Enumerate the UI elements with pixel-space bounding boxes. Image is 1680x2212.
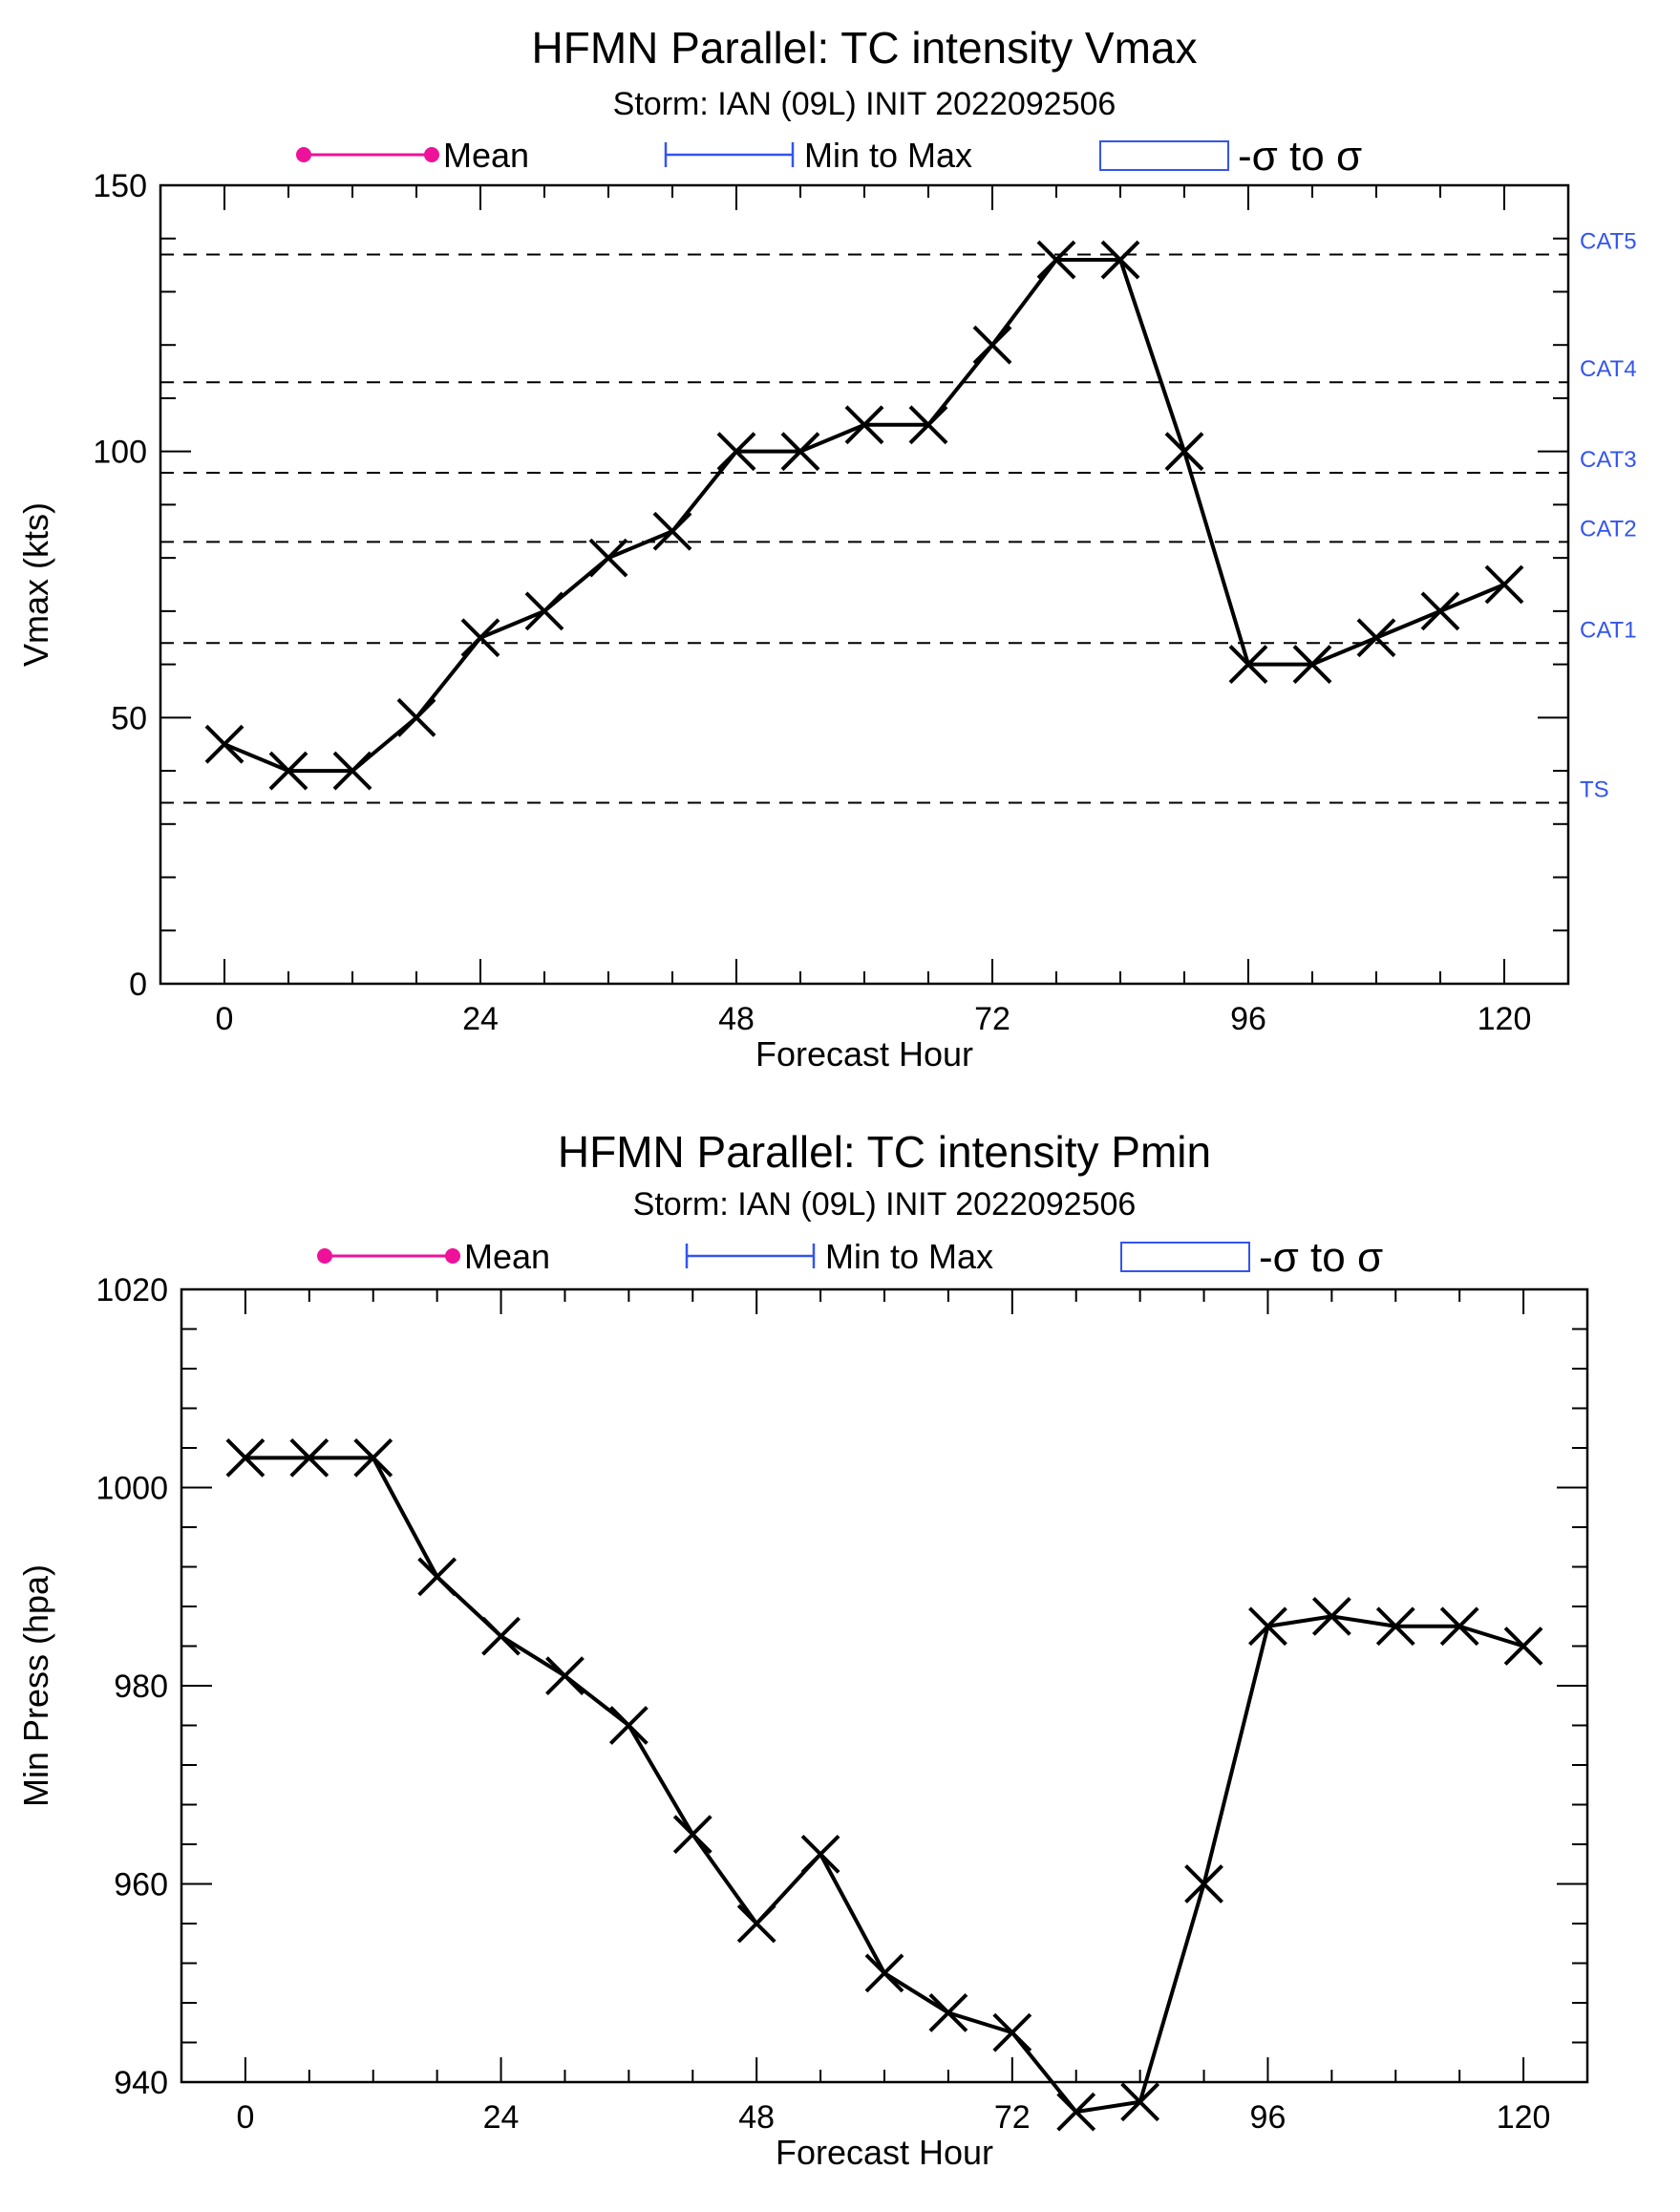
chart-panel-2: HFMN Parallel: TC intensity Pmin Storm: I… (16, 1127, 1589, 2172)
category-label: CAT3 (1580, 447, 1637, 473)
data-point-marker (1439, 1606, 1479, 1647)
data-point-marker (1484, 564, 1524, 605)
legend-sigma-label: -σ to σ (1238, 133, 1362, 180)
data-point-marker (864, 1953, 904, 1993)
category-label: TS (1580, 777, 1609, 803)
legend-mean-label: Mean (443, 136, 529, 175)
x-axis-label: Forecast Hour (776, 2133, 993, 2172)
y-tick-label: 0 (129, 967, 147, 1003)
data-point-marker (672, 1815, 712, 1855)
category-label: CAT4 (1580, 356, 1637, 382)
data-point-marker (736, 1904, 776, 1944)
x-tick-label: 48 (718, 1001, 755, 1037)
y-tick-label: 100 (93, 435, 147, 471)
data-point-marker (481, 1616, 521, 1656)
y-tick-label: 150 (93, 168, 147, 204)
x-tick-label: 0 (216, 1001, 234, 1037)
data-point-marker (225, 1437, 266, 1478)
series-line (245, 1456, 1524, 2115)
data-point-marker (588, 538, 628, 578)
data-point-marker (608, 1706, 649, 1745)
y-tick-label: 940 (114, 2065, 168, 2101)
data-point-marker (1036, 240, 1076, 280)
data-point-marker (289, 1437, 330, 1478)
data-point-marker (1184, 1864, 1223, 1904)
legend-sigma-label: -σ to σ (1259, 1234, 1383, 1281)
y-tick-label: 1020 (96, 1272, 168, 1308)
x-axis-label: Forecast Hour (755, 1034, 973, 1074)
chart-panel-1: HFMN Parallel: TC intensity Vmax Storm: I… (16, 23, 1637, 1074)
data-point-marker (417, 1557, 457, 1597)
data-point-marker (780, 432, 820, 472)
data-point-marker (1375, 1606, 1415, 1647)
legend-mean-marker (296, 147, 311, 162)
data-point-marker (396, 697, 436, 737)
data-point-marker (1056, 2092, 1096, 2132)
x-tick-label: 72 (994, 2099, 1031, 2136)
data-point-marker (1356, 618, 1396, 658)
x-tick-label: 120 (1478, 1001, 1532, 1037)
data-point-marker (716, 432, 756, 472)
data-point-marker (1120, 2082, 1160, 2122)
data-point-marker (908, 405, 948, 445)
data-point-marker (928, 1992, 968, 2032)
data-point-marker (545, 1656, 585, 1696)
y-tick-label: 980 (114, 1669, 168, 1705)
x-tick-label: 72 (974, 1001, 1010, 1037)
data-point-marker (1292, 645, 1332, 685)
x-tick-label: 24 (483, 2099, 520, 2136)
chart-subtitle: Storm: IAN (09L) INIT 2022092506 (633, 1186, 1137, 1223)
chart-subtitle: Storm: IAN (09L) INIT 2022092506 (613, 86, 1116, 122)
data-point-marker (1503, 1627, 1543, 1666)
y-axis-label: Min Press (hpa) (16, 1564, 55, 1807)
data-point-marker (1420, 591, 1460, 631)
data-point-marker (524, 591, 564, 631)
legend-minmax-label: Min to Max (804, 136, 972, 175)
data-point-marker (353, 1437, 393, 1478)
data-point-marker (972, 325, 1012, 365)
chart-title: HFMN Parallel: TC intensity Vmax (532, 23, 1198, 73)
data-point-marker (1228, 645, 1268, 685)
data-point-marker (268, 751, 308, 791)
plot-frame (180, 1287, 1589, 2084)
legend-mean-marker (317, 1248, 332, 1264)
data-point-marker (652, 511, 692, 551)
legend-mean-marker (424, 147, 439, 162)
data-point-marker (800, 1834, 840, 1874)
x-tick-label: 24 (462, 1001, 499, 1037)
category-label: CAT2 (1580, 516, 1637, 542)
chart-title: HFMN Parallel: TC intensity Pmin (558, 1127, 1211, 1177)
y-tick-label: 960 (114, 1867, 168, 1904)
x-tick-label: 96 (1230, 1001, 1266, 1037)
series-line (223, 258, 1505, 774)
x-tick-label: 0 (236, 2099, 254, 2136)
data-point-marker (1164, 432, 1204, 472)
x-tick-label: 48 (738, 2099, 775, 2136)
data-point-marker (1311, 1596, 1351, 1636)
legend-minmax-label: Min to Max (825, 1237, 993, 1276)
data-point-marker (844, 405, 884, 445)
data-point-marker (992, 2012, 1032, 2052)
y-tick-label: 1000 (96, 1471, 168, 1507)
legend-mean-label: Mean (464, 1237, 550, 1276)
category-label: CAT5 (1580, 228, 1637, 254)
data-point-marker (332, 751, 372, 791)
legend-mean-marker (445, 1248, 460, 1264)
x-tick-label: 96 (1250, 2099, 1287, 2136)
x-tick-label: 120 (1497, 2099, 1551, 2136)
data-point-marker (204, 724, 245, 764)
plot-frame (159, 183, 1570, 986)
y-tick-label: 50 (111, 700, 147, 736)
legend-sigma-box (1120, 1242, 1250, 1272)
data-point-marker (460, 618, 500, 658)
legend-sigma-box (1099, 140, 1229, 171)
data-point-marker (1100, 240, 1140, 280)
data-point-marker (1248, 1606, 1287, 1647)
y-axis-label: Vmax (kts) (16, 502, 55, 667)
category-label: CAT1 (1580, 617, 1637, 643)
